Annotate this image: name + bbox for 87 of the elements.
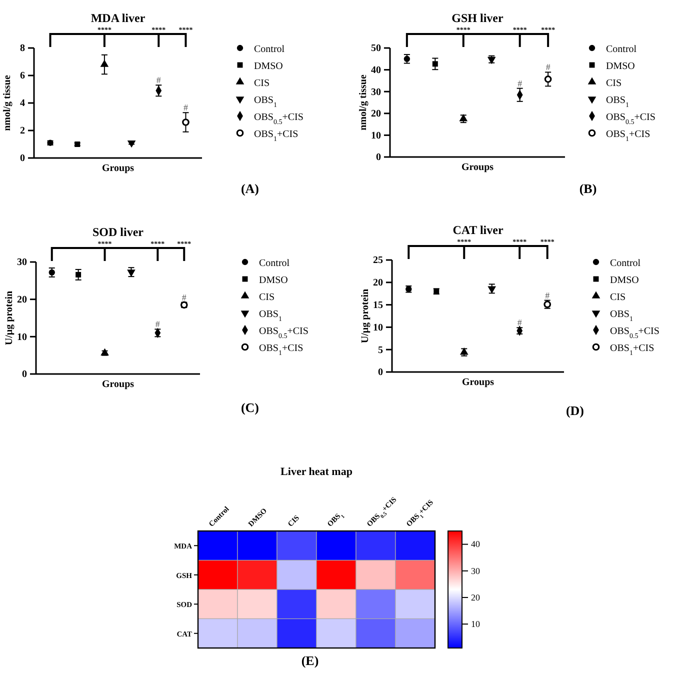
annotation: # xyxy=(518,78,523,88)
text: (E) xyxy=(301,653,319,668)
y-tick-label: 30 xyxy=(371,86,381,98)
point xyxy=(544,76,552,83)
x-axis-title: Groups xyxy=(461,162,494,173)
y-tick-label: 8 xyxy=(20,43,25,54)
chart-title: CAT liver xyxy=(452,223,504,237)
legend-label: DMSO xyxy=(254,61,283,72)
y-axis-title: U/µg protein xyxy=(360,288,371,344)
y-tick-label: 4 xyxy=(20,98,25,110)
text: (A) xyxy=(240,181,260,196)
point xyxy=(459,114,468,122)
legend-label: CIS xyxy=(254,78,270,89)
y-tick-label: 0 xyxy=(378,367,383,378)
text: (D) xyxy=(566,403,584,418)
legend-label: Control xyxy=(254,44,285,55)
point xyxy=(100,348,109,356)
legend-label: OBS$_{1}$+CIS xyxy=(606,129,650,143)
legend-label: OBS$_{0.5}$+CIS xyxy=(254,112,304,126)
y-tick-label: 25 xyxy=(373,255,383,266)
color-bar-label: 20 xyxy=(471,592,480,602)
annotation: # xyxy=(545,290,550,300)
legend-label: Control xyxy=(610,258,641,269)
legend-label: CIS xyxy=(610,292,626,303)
point xyxy=(100,60,109,67)
point xyxy=(182,118,190,126)
legend-label: OBS$_{1}$ xyxy=(606,95,630,109)
y-axis-title: nmol/g tissue xyxy=(358,74,369,130)
x-axis-title: Groups xyxy=(462,377,494,388)
x-axis-title: Groups xyxy=(102,379,134,390)
color-bar-label: 10 xyxy=(471,618,480,629)
point xyxy=(404,56,410,62)
chart-title: SOD liver xyxy=(92,225,144,239)
legend-label: DMSO xyxy=(610,275,639,286)
y-tick-label: 20 xyxy=(17,294,27,306)
legend-label: OBS$_{1}$ xyxy=(610,309,634,323)
y-tick-label: 40 xyxy=(371,65,381,76)
color-bar-label: 40 xyxy=(471,539,480,550)
y-tick-label: 0 xyxy=(376,152,381,164)
legend-label: OBS$_{0.5}$+CIS xyxy=(606,112,656,126)
y-axis-title: U/µg protein xyxy=(4,290,15,346)
legend-label: OBS$_{1}$+CIS xyxy=(610,343,654,357)
annotation: # xyxy=(183,102,188,113)
chart-title: Liver heat map xyxy=(280,466,352,478)
y-tick-label: 30 xyxy=(17,257,27,268)
annotation: # xyxy=(517,318,522,328)
legend-label: Control xyxy=(259,258,290,269)
annotation: # xyxy=(182,292,187,302)
y-tick-label: 5 xyxy=(378,344,383,356)
y-tick-label: 15 xyxy=(373,300,383,311)
legend-label: OBS$_{1}$ xyxy=(254,95,278,109)
y-tick-label: 20 xyxy=(371,108,381,120)
y-tick-label: 0 xyxy=(20,153,25,164)
text: (C) xyxy=(240,400,260,415)
point xyxy=(488,286,496,294)
y-tick-label: 10 xyxy=(371,130,381,142)
legend-label: CIS xyxy=(606,78,622,89)
annotation: # xyxy=(155,319,160,330)
point xyxy=(127,270,136,277)
chart-title: GSH liver xyxy=(452,11,504,25)
text: (B) xyxy=(579,181,597,196)
y-axis-title: nmol/g tissue xyxy=(2,74,13,131)
legend-label: OBS$_{1}$ xyxy=(259,309,282,323)
y-tick-label: 10 xyxy=(373,322,383,334)
annotation: # xyxy=(546,62,551,72)
y-tick-label: 6 xyxy=(20,70,25,82)
legend-label: OBS$_{1}$+CIS xyxy=(254,129,298,143)
y-tick-label: 50 xyxy=(371,43,381,54)
legend-label: CIS xyxy=(259,292,275,303)
legend-label: Control xyxy=(606,44,637,55)
y-tick-label: 0 xyxy=(22,369,27,380)
legend-label: DMSO xyxy=(259,275,288,286)
point xyxy=(432,61,438,67)
x-axis-title: Groups xyxy=(102,163,134,174)
point xyxy=(48,269,55,276)
y-tick-label: 10 xyxy=(17,332,27,343)
legend-label: OBS$_{1}$+CIS xyxy=(259,343,304,357)
legend-label: OBS$_{0.5}$+CIS xyxy=(610,326,660,340)
point xyxy=(127,140,136,148)
annotation: # xyxy=(156,75,162,86)
color-bar-label: 30 xyxy=(471,566,480,576)
legend-label: OBS$_{0.5}$+CIS xyxy=(259,326,308,340)
y-tick-label: 2 xyxy=(20,126,25,137)
point xyxy=(76,272,82,278)
legend-label: DMSO xyxy=(606,61,635,72)
chart-title: MDA liver xyxy=(90,11,146,25)
y-tick-label: 20 xyxy=(373,278,383,289)
